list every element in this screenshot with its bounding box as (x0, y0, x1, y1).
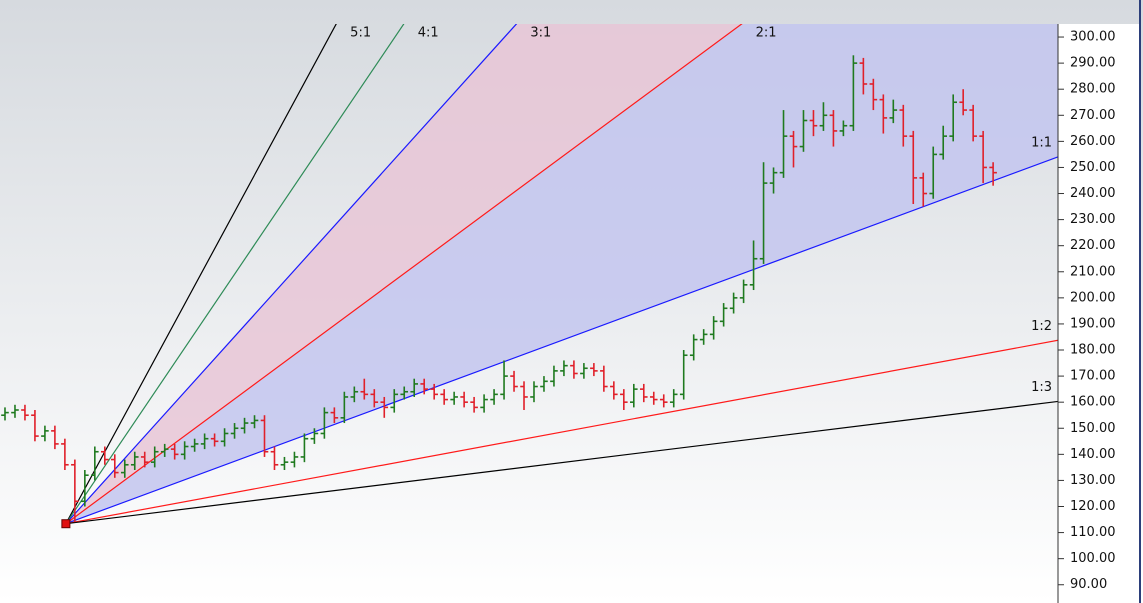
y-tick-label: 200.00 (1070, 290, 1116, 305)
y-tick-label: 240.00 (1070, 186, 1116, 201)
fan-line (65, 24, 743, 525)
y-tick-label: 210.00 (1070, 264, 1116, 279)
y-tick-label: 160.00 (1070, 395, 1116, 410)
fan-label: 1:1 (1031, 135, 1052, 150)
y-tick-label: 280.00 (1070, 82, 1116, 97)
fan-label: 2:1 (756, 26, 777, 41)
y-tick-label: 270.00 (1070, 108, 1116, 123)
fan-fill (65, 24, 1058, 524)
y-tick-label: 180.00 (1070, 343, 1116, 358)
fan-label: 1:3 (1031, 380, 1052, 395)
y-tick-label: 110.00 (1070, 525, 1116, 540)
y-tick-label: 220.00 (1070, 238, 1116, 253)
fan-line (65, 400, 1058, 525)
axis-panel (1058, 24, 1140, 603)
y-tick-label: 230.00 (1070, 212, 1116, 227)
y-tick-label: 290.00 (1070, 56, 1116, 71)
fan-labels: 5:1 4:1 3:1 2:1 1:1 1:2 1:3 (350, 26, 1052, 395)
fan-label: 4:1 (418, 26, 439, 41)
fan-label: 5:1 (350, 26, 371, 41)
y-tick-label: 300.00 (1070, 30, 1116, 45)
y-tick-label: 150.00 (1070, 421, 1116, 436)
fan-lines (65, 24, 1058, 525)
y-tick-label: 170.00 (1070, 369, 1116, 384)
y-tick-label: 130.00 (1070, 473, 1116, 488)
y-axis: 300.00 290.00 280.00 270.00 260.00 250.00 240.… (1057, 24, 1116, 603)
fan-line (65, 339, 1058, 525)
y-tick-label: 260.00 (1070, 134, 1116, 149)
fan-origin (61, 519, 71, 529)
y-tick-label: 120.00 (1070, 499, 1116, 514)
y-tick-label: 250.00 (1070, 160, 1116, 175)
y-tick-label: 90.00 (1070, 577, 1107, 592)
fan-line (65, 156, 1058, 525)
y-tick-label: 140.00 (1070, 447, 1116, 462)
fan-label: 3:1 (530, 26, 551, 41)
price-bars (1, 55, 997, 529)
y-tick-label: 100.00 (1070, 551, 1116, 566)
y-tick-label: 190.00 (1070, 316, 1116, 331)
fan-label: 1:2 (1031, 319, 1052, 334)
